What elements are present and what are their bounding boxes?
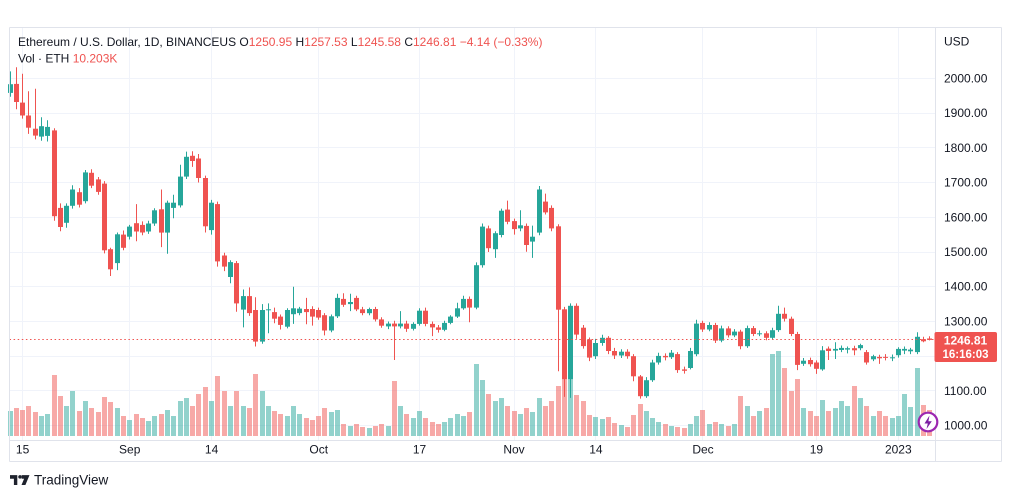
svg-text:2000.00: 2000.00 <box>944 71 988 85</box>
svg-text:17: 17 <box>413 443 427 457</box>
svg-text:1100.00: 1100.00 <box>944 384 987 398</box>
svg-text:Oct: Oct <box>309 443 328 457</box>
svg-text:Vol · ETH 10.203K: Vol · ETH 10.203K <box>18 52 117 66</box>
svg-text:1800.00: 1800.00 <box>944 141 988 155</box>
svg-text:1400.00: 1400.00 <box>944 280 988 294</box>
svg-text:15: 15 <box>16 443 30 457</box>
svg-text:2023: 2023 <box>885 443 912 457</box>
svg-text:Ethereum / U.S. Dollar, 1D, BI: Ethereum / U.S. Dollar, 1D, BINANCEUS O1… <box>18 35 542 49</box>
svg-text:1600.00: 1600.00 <box>944 210 988 224</box>
svg-text:1300.00: 1300.00 <box>944 315 988 329</box>
svg-text:Sep: Sep <box>119 443 141 457</box>
svg-text:USD: USD <box>944 35 970 49</box>
svg-text:1000.00: 1000.00 <box>944 419 988 433</box>
svg-text:1900.00: 1900.00 <box>944 106 988 120</box>
svg-text:19: 19 <box>810 443 824 457</box>
svg-text:Nov: Nov <box>503 443 524 457</box>
svg-text:TradingView: TradingView <box>34 473 109 488</box>
svg-text:1700.00: 1700.00 <box>944 176 988 190</box>
svg-text:1500.00: 1500.00 <box>944 245 988 259</box>
svg-text:Dec: Dec <box>692 443 713 457</box>
svg-text:1246.81: 1246.81 <box>944 334 988 348</box>
svg-text:14: 14 <box>589 443 603 457</box>
svg-text:14: 14 <box>205 443 219 457</box>
svg-text:16:16:03: 16:16:03 <box>942 349 988 361</box>
